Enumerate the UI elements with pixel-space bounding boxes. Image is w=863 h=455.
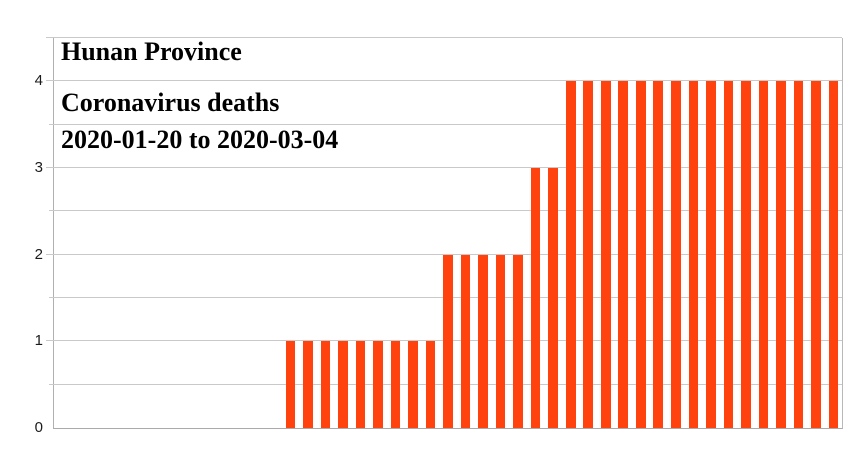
- bar-slot: [790, 38, 808, 428]
- bar-slot: [667, 38, 685, 428]
- bar: [285, 341, 296, 428]
- bar: [408, 341, 418, 428]
- minor-gridline: [46, 37, 842, 38]
- bar: [425, 341, 436, 428]
- bar: [776, 81, 786, 428]
- bar-slot: [772, 38, 790, 428]
- bar-slot: [457, 38, 475, 428]
- bar: [495, 254, 506, 428]
- bar: [548, 168, 558, 428]
- bar: [513, 254, 523, 428]
- bar-slot: [702, 38, 720, 428]
- bar: [741, 81, 751, 428]
- bar-slot: [615, 38, 633, 428]
- bar: [828, 81, 839, 428]
- bar: [758, 81, 769, 428]
- bar: [390, 341, 401, 428]
- bar: [600, 81, 611, 428]
- bar-slot: [755, 38, 773, 428]
- y-axis-tick-label: 2: [34, 246, 43, 263]
- bar-slot: [282, 38, 300, 428]
- bar: [355, 341, 366, 428]
- bar-slot: [720, 38, 738, 428]
- bar-slot: [492, 38, 510, 428]
- bar-slot: [299, 38, 317, 428]
- bar-slot: [404, 38, 422, 428]
- bar: [688, 81, 699, 428]
- bar-slot: [317, 38, 335, 428]
- bars-layer: [54, 38, 842, 428]
- bar: [793, 81, 804, 428]
- chart-title-line-1: Hunan Province: [61, 37, 242, 66]
- bar: [811, 81, 821, 428]
- bar: [338, 341, 348, 428]
- bar-slot: [685, 38, 703, 428]
- bar-slot: [579, 38, 597, 428]
- bar-slot: [334, 38, 352, 428]
- bar-slot: [527, 38, 545, 428]
- bar-slot: [509, 38, 527, 428]
- bar-slot: [825, 38, 843, 428]
- y-axis-tick-label: 1: [34, 332, 43, 349]
- bar: [478, 254, 488, 428]
- plot-area: [46, 37, 843, 429]
- chart-title-line-2: Coronavirus deaths: [61, 88, 280, 117]
- minor-gridline: [49, 124, 842, 125]
- bar: [618, 81, 629, 428]
- bar: [635, 81, 646, 428]
- bar-slot: [737, 38, 755, 428]
- major-gridline: [46, 254, 842, 255]
- bar: [320, 341, 331, 428]
- bar: [583, 81, 594, 428]
- bar: [723, 81, 734, 428]
- minor-gridline: [49, 210, 842, 211]
- y-axis-tick-label: 3: [34, 159, 43, 176]
- bar-slot: [650, 38, 668, 428]
- bar-slot: [807, 38, 825, 428]
- bar-slot: [387, 38, 405, 428]
- chart-title-line-3: 2020-01-20 to 2020-03-04: [61, 125, 339, 154]
- bar: [706, 81, 716, 428]
- bar-slot: [632, 38, 650, 428]
- bar: [373, 341, 383, 428]
- major-gridline: [46, 167, 842, 168]
- bar: [303, 341, 313, 428]
- bar-slot: [562, 38, 580, 428]
- bar-slot: [597, 38, 615, 428]
- major-gridline: [46, 80, 842, 81]
- bar-slot: [369, 38, 387, 428]
- bar: [443, 254, 453, 428]
- bar-slot: [474, 38, 492, 428]
- bar-slot: [422, 38, 440, 428]
- y-axis-tick-label: 4: [34, 72, 43, 89]
- bar-slot: [352, 38, 370, 428]
- bar: [460, 254, 471, 428]
- bar: [670, 81, 681, 428]
- y-axis-tick-label: 0: [34, 419, 43, 436]
- bar: [653, 81, 664, 428]
- bar: [530, 168, 541, 428]
- bar: [565, 81, 576, 428]
- bar-slot: [544, 38, 562, 428]
- bar-slot: [439, 38, 457, 428]
